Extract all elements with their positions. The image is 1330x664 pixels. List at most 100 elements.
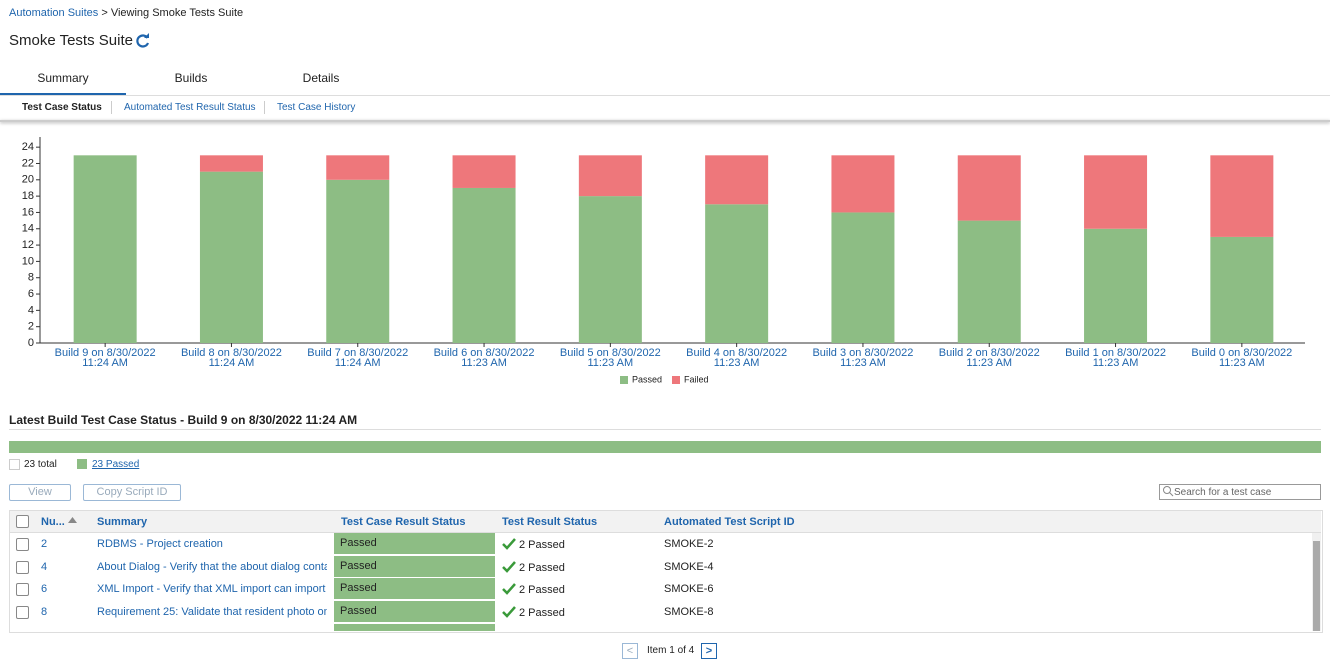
x-tick-label-box: Build 1 on 8/30/2022 11:23 AM <box>1065 348 1166 369</box>
cell-status: Passed <box>334 578 495 600</box>
check-icon <box>502 605 516 618</box>
y-tick-label: 22 <box>22 157 34 169</box>
refresh-icon[interactable] <box>135 33 151 49</box>
cell-result: 2 Passed <box>519 561 565 574</box>
x-tick-label-box: Build 5 on 8/30/2022 11:23 AM <box>559 348 661 369</box>
checkbox[interactable] <box>16 560 29 574</box>
bar-segment <box>199 171 263 343</box>
x-tick-label: Build 3 on 8/30/2022 11:23 AM <box>812 348 914 369</box>
y-tick-label: 4 <box>28 304 34 316</box>
x-tick-label: Build 9 on 8/30/2022 11:24 AM <box>54 348 156 369</box>
column-header[interactable]: Automated Test Script ID <box>664 516 795 528</box>
table <box>9 510 1323 633</box>
passed-link[interactable]: 23 Passed <box>92 459 140 470</box>
search-box[interactable]: Search for a test case <box>1159 484 1321 500</box>
x-tick-label-box: Build 4 on 8/30/2022 11:23 AM <box>686 348 788 369</box>
button[interactable]: Copy Script ID <box>83 484 181 501</box>
breadcrumb-link[interactable]: Automation Suites <box>9 7 99 19</box>
x-tick-label-box: Build 8 on 8/30/2022 11:24 AM <box>180 348 282 369</box>
bar-segment <box>326 179 390 343</box>
cell-number[interactable]: 2 <box>41 538 48 550</box>
tab[interactable]: Details <box>302 71 340 85</box>
x-tick-label: Build 7 on 8/30/2022 11:24 AM <box>307 348 409 369</box>
bar-segment <box>705 155 769 205</box>
total-label: 23 total <box>24 459 57 470</box>
check-icon <box>502 538 516 550</box>
cell-status: Passed <box>334 533 495 554</box>
subtab[interactable]: Test Case Status <box>22 102 102 113</box>
y-tick-label: 20 <box>22 174 34 186</box>
total-swatch <box>9 459 20 470</box>
check-path <box>502 583 516 596</box>
cell-summary[interactable]: XML Import - Verify that XML import can … <box>97 583 327 596</box>
bar-segment <box>578 196 642 343</box>
tab[interactable]: Summary <box>37 71 89 85</box>
x-tick-label: Build 8 on 8/30/2022 11:24 AM <box>180 348 282 369</box>
x-tick-label-box: Build 2 on 8/30/2022 11:23 AM <box>938 348 1040 369</box>
y-tick-label: 16 <box>22 206 34 218</box>
column-header[interactable]: Nu... <box>41 516 65 528</box>
subtab-shadow <box>0 120 1330 122</box>
bar-segment <box>705 204 769 343</box>
bar-segment <box>957 220 1021 343</box>
cell-result: 2 Passed <box>519 606 565 619</box>
subtab[interactable]: Test Case History <box>277 102 356 113</box>
x-tick-label: Build 2 on 8/30/2022 11:23 AM <box>938 348 1040 369</box>
bar-segment <box>831 212 895 343</box>
y-tick-label: 14 <box>22 223 34 235</box>
cell-summary[interactable]: Requirement 25: Validate that resident p… <box>97 605 327 618</box>
legend-label: Passed <box>632 374 662 384</box>
button[interactable]: View <box>9 484 71 501</box>
cell-script-id: SMOKE-4 <box>664 560 714 573</box>
column-header[interactable]: Test Result Status <box>502 516 598 528</box>
bar-segment <box>452 187 516 343</box>
scrollbar-thumb[interactable] <box>1313 541 1320 631</box>
bar-segment <box>199 155 263 172</box>
legend-swatch <box>672 376 680 384</box>
y-tick-label: 12 <box>22 239 34 251</box>
sort-icon[interactable] <box>68 516 77 524</box>
check-path <box>502 605 516 618</box>
cell-script-id: SMOKE-6 <box>664 583 714 596</box>
prev-page[interactable]: < <box>622 643 638 659</box>
subtab[interactable]: Automated Test Result Status <box>124 102 256 113</box>
tab[interactable]: Builds <box>174 71 208 85</box>
cell-status: Passed <box>334 600 495 622</box>
checkbox[interactable] <box>16 605 29 619</box>
checkbox[interactable] <box>16 583 29 597</box>
cell-summary[interactable]: RDBMS - Project creation <box>97 538 223 550</box>
y-tick-label: 24 <box>22 141 34 153</box>
bar-segment <box>1084 155 1148 229</box>
column-header[interactable]: Test Case Result Status <box>341 516 466 528</box>
check-path <box>502 560 516 573</box>
bar-segment <box>326 155 390 180</box>
x-tick-label: Build 6 on 8/30/2022 11:23 AM <box>433 348 535 369</box>
bar-segment <box>73 155 137 343</box>
next-page[interactable]: > <box>701 643 717 659</box>
cell-summary[interactable]: About Dialog - Verify that the about dia… <box>97 560 327 573</box>
cell-number[interactable]: 6 <box>41 583 48 596</box>
x-tick-label: Build 4 on 8/30/2022 11:23 AM <box>686 348 788 369</box>
cell-status <box>334 624 495 631</box>
x-tick-label: Build 5 on 8/30/2022 11:23 AM <box>559 348 661 369</box>
cell-number[interactable]: 8 <box>41 605 48 618</box>
bar-segment <box>1210 236 1274 343</box>
search-icon <box>1163 486 1174 497</box>
checkbox[interactable] <box>16 538 29 551</box>
bar-segment <box>1084 228 1148 343</box>
breadcrumb-separator: > <box>101 7 108 19</box>
cell-number[interactable]: 4 <box>41 560 48 573</box>
search-placeholder: Search for a test case <box>1174 487 1272 498</box>
column-header[interactable]: Summary <box>97 516 148 528</box>
x-tick-label: Build 1 on 8/30/2022 11:23 AM <box>1065 348 1166 369</box>
bar-segment <box>578 155 642 197</box>
checkbox[interactable] <box>16 515 29 528</box>
x-tick-label-box: Build 3 on 8/30/2022 11:23 AM <box>812 348 914 369</box>
x-tick-label-box: Build 9 on 8/30/2022 11:24 AM <box>54 348 156 369</box>
y-tick-label: 2 <box>28 321 34 333</box>
table-header <box>10 511 1321 533</box>
cell-script-id: SMOKE-8 <box>664 605 714 618</box>
progress-bar <box>9 441 1321 453</box>
y-tick-label: 10 <box>22 255 34 267</box>
